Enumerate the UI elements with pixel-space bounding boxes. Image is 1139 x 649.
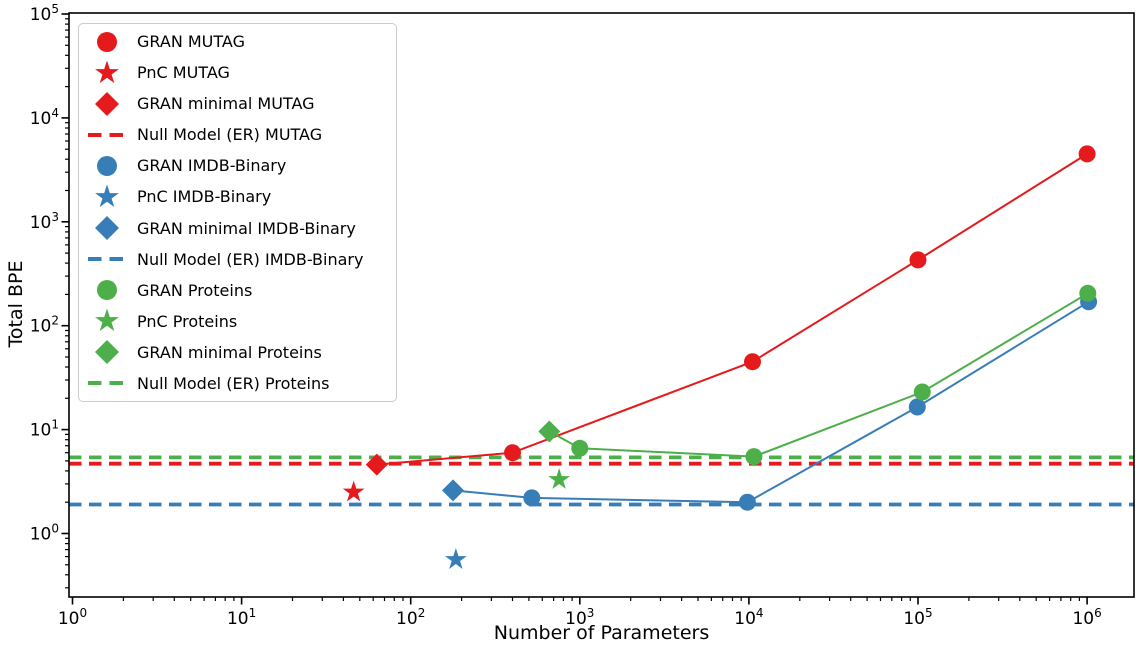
gran-line-mutag [376, 153, 1088, 466]
legend-item-gran-minimal-proteins: GRAN minimal Proteins [79, 337, 396, 368]
y-tick-label: 102 [30, 314, 59, 337]
null-model-lines [69, 455, 1134, 507]
legend-label: GRAN minimal Proteins [137, 342, 322, 362]
gran-line-imdb-binary [452, 300, 1090, 504]
legend-label: PnC Proteins [137, 311, 238, 331]
gran-circle-marker-proteins [571, 439, 589, 457]
gran-minimal-diamond-marker-proteins [538, 420, 561, 443]
legend-label: GRAN minimal IMDB-Binary [137, 218, 356, 238]
gran-line-proteins [548, 292, 1089, 458]
diamond-marker-icon [95, 340, 119, 365]
gran-minimal-diamond-marker-mutag [365, 453, 388, 476]
legend-item-gran-minimal-mutag: GRAN minimal MUTAG [79, 88, 396, 119]
legend-item-pnc-imdb-binary: PnC IMDB-Binary [79, 181, 396, 212]
gran-circle-marker-mutag [909, 251, 927, 269]
gran-circle-marker-imdb-binary [908, 398, 926, 416]
gran-circle-marker-mutag [504, 444, 521, 462]
legend-label: GRAN Proteins [137, 280, 253, 300]
y-tick-label: 103 [30, 210, 59, 233]
legend-item-null-model-imdb-binary: Null Model (ER) IMDB-Binary [79, 244, 396, 275]
legend-label: GRAN IMDB-Binary [137, 156, 287, 176]
dashed-line-icon [88, 132, 126, 137]
star-marker-icon [95, 184, 119, 208]
legend-item-gran-mutag: GRAN MUTAG [79, 26, 396, 57]
circle-marker-icon [97, 280, 117, 301]
legend-label: Null Model (ER) MUTAG [137, 125, 323, 145]
legend-item-pnc-mutag: PnC MUTAG [79, 57, 396, 88]
plot-spines [68, 12, 1135, 598]
y-tick-label: 105 [30, 2, 59, 25]
diamond-marker-icon [95, 91, 119, 116]
legend-label: Null Model (ER) Proteins [137, 373, 330, 393]
gran-circle-marker-proteins [1079, 284, 1097, 302]
y-tick-label: 100 [30, 522, 59, 545]
gran-circle-marker-mutag [744, 353, 761, 371]
legend-label: PnC IMDB-Binary [137, 187, 272, 207]
legend-label: Null Model (ER) IMDB-Binary [137, 249, 364, 269]
gran-minimal-diamond-marker-imdb-binary [442, 479, 465, 502]
series-markers [342, 145, 1098, 569]
y-axis: 100 101 102 103 104 105 [30, 2, 69, 589]
circle-marker-icon [97, 155, 117, 176]
gran-circle-marker-mutag [1078, 145, 1096, 163]
gran-circle-marker-imdb-binary [738, 493, 756, 511]
y-axis-label: Total BPE [5, 260, 27, 348]
series-lines [376, 153, 1090, 504]
legend-item-pnc-proteins: PnC Proteins [79, 306, 396, 337]
dashed-line-icon [88, 381, 126, 386]
pnc-star-marker-proteins [548, 468, 571, 489]
legend-item-null-model-proteins: Null Model (ER) Proteins [79, 368, 396, 399]
y-tick-label: 104 [30, 106, 59, 129]
dashed-line-icon [88, 257, 126, 262]
pnc-star-marker-mutag [342, 480, 365, 502]
star-marker-icon [95, 60, 119, 83]
pnc-star-marker-imdb-binary [444, 548, 467, 569]
diamond-marker-icon [95, 216, 119, 240]
star-marker-icon [95, 308, 119, 332]
legend-label: GRAN MUTAG [137, 32, 245, 52]
legend-item-gran-minimal-imdb-binary: GRAN minimal IMDB-Binary [79, 212, 396, 243]
legend-label: GRAN minimal MUTAG [137, 94, 315, 114]
legend-label: PnC MUTAG [137, 63, 230, 83]
legend-item-gran-proteins: GRAN Proteins [79, 275, 396, 306]
legend: GRAN MUTAG PnC MUTAG GRAN minimal MUTAG Nul… [78, 23, 397, 402]
x-axis-label: Number of Parameters [493, 622, 710, 644]
gran-circle-marker-proteins [913, 383, 931, 401]
gran-circle-marker-imdb-binary [523, 489, 541, 507]
circle-marker-icon [97, 31, 117, 52]
legend-item-gran-imdb-binary: GRAN IMDB-Binary [79, 150, 396, 181]
y-tick-label: 101 [30, 418, 59, 441]
legend-item-null-model-mutag: Null Model (ER) MUTAG [79, 119, 396, 150]
gran-circle-marker-proteins [745, 448, 763, 466]
